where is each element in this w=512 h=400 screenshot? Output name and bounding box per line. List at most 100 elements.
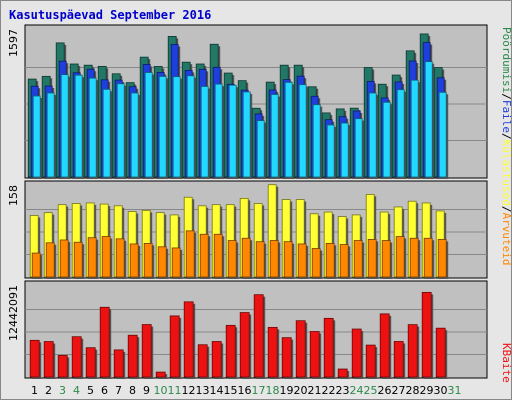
bar-arvuteid bbox=[157, 246, 167, 278]
bar-arvuteid bbox=[59, 239, 69, 278]
x-tick-label: 22 bbox=[322, 384, 336, 397]
bar-lehekulgi bbox=[186, 75, 195, 178]
bar-lehekulgi bbox=[298, 84, 307, 178]
legend-right-top: Pöördumisi/Faile/Külastused/Arvuteid bbox=[500, 27, 511, 265]
bar-arvuteid bbox=[241, 237, 251, 278]
bar-kbaite bbox=[421, 291, 432, 378]
bar-arvuteid bbox=[367, 239, 377, 278]
bar-arvuteid bbox=[185, 230, 195, 278]
bar-kbaite bbox=[253, 294, 264, 378]
bar-lehekulgi bbox=[242, 91, 251, 178]
x-tick-label: 3 bbox=[59, 384, 66, 397]
bar-arvuteid bbox=[395, 236, 405, 278]
bar-kbaite bbox=[99, 306, 110, 378]
bar-arvuteid bbox=[213, 233, 223, 278]
x-tick-label: 29 bbox=[420, 384, 434, 397]
x-tick-label: 5 bbox=[87, 384, 94, 397]
bar-lehekulgi bbox=[256, 120, 265, 178]
legend-entry: Pöördumisi bbox=[500, 27, 511, 93]
bar-arvuteid bbox=[409, 237, 419, 278]
x-tick-label: 31 bbox=[448, 384, 462, 397]
legend-right-bottom: KBaite bbox=[500, 343, 511, 383]
bar-kbaite bbox=[57, 355, 68, 378]
legend-entry: Külastused bbox=[500, 140, 511, 206]
bar-arvuteid bbox=[297, 243, 307, 278]
bar-lehekulgi bbox=[116, 83, 125, 178]
chart-title: Kasutuspäevad September 2016 bbox=[9, 8, 211, 22]
bar-arvuteid bbox=[171, 247, 181, 278]
bar-kbaite bbox=[393, 341, 404, 378]
x-tick-label: 24 bbox=[350, 384, 364, 397]
bar-lehekulgi bbox=[396, 89, 405, 178]
bar-lehekulgi bbox=[368, 92, 377, 178]
bar-kbaite bbox=[309, 331, 320, 378]
x-tick-label: 1 bbox=[31, 384, 38, 397]
bar-arvuteid bbox=[31, 252, 41, 278]
bar-kbaite bbox=[71, 336, 82, 378]
bar-arvuteid bbox=[255, 241, 265, 278]
x-tick-label: 19 bbox=[280, 384, 294, 397]
bar-kbaite bbox=[267, 326, 278, 378]
bar-lehekulgi bbox=[382, 101, 391, 178]
bar-kbaite bbox=[323, 317, 334, 378]
bar-kbaite bbox=[435, 327, 446, 378]
bar-arvuteid bbox=[269, 240, 279, 278]
bar-kbaite bbox=[295, 320, 306, 378]
bar-arvuteid bbox=[45, 242, 55, 278]
bar-arvuteid bbox=[339, 244, 349, 278]
bar-arvuteid bbox=[101, 236, 111, 278]
bar-lehekulgi bbox=[424, 61, 433, 178]
bar-kbaite bbox=[337, 368, 348, 378]
bar-kbaite bbox=[113, 349, 124, 378]
bar-kbaite bbox=[211, 341, 222, 378]
bar-lehekulgi bbox=[130, 92, 139, 178]
bar-arvuteid bbox=[311, 248, 321, 278]
bar-lehekulgi bbox=[74, 74, 83, 178]
bar-kbaite bbox=[197, 344, 208, 378]
x-tick-label: 30 bbox=[434, 384, 448, 397]
bar-arvuteid bbox=[199, 233, 209, 278]
axis-max-label: 12442091 bbox=[7, 285, 20, 341]
x-tick-label: 26 bbox=[378, 384, 392, 397]
x-tick-label: 15 bbox=[224, 384, 238, 397]
x-tick-label: 4 bbox=[73, 384, 80, 397]
bar-arvuteid bbox=[423, 237, 433, 278]
x-tick-label: 23 bbox=[336, 384, 350, 397]
bar-arvuteid bbox=[437, 239, 447, 278]
x-tick-label: 14 bbox=[210, 384, 224, 397]
legend-entry: / bbox=[500, 93, 511, 100]
bar-kbaite bbox=[225, 324, 236, 378]
legend-entry: Faile bbox=[500, 100, 511, 133]
bar-kbaite bbox=[127, 334, 138, 378]
x-tick-label: 8 bbox=[129, 384, 136, 397]
bar-lehekulgi bbox=[200, 86, 209, 178]
legend-entry: Arvuteid bbox=[500, 212, 511, 265]
bar-kbaite bbox=[379, 313, 390, 378]
x-tick-label: 10 bbox=[154, 384, 168, 397]
bar-kbaite bbox=[365, 344, 376, 378]
bar-arvuteid bbox=[129, 243, 139, 278]
x-tick-label: 17 bbox=[252, 384, 266, 397]
bar-arvuteid bbox=[353, 240, 363, 278]
x-tick-label: 6 bbox=[101, 384, 108, 397]
bar-lehekulgi bbox=[158, 76, 167, 178]
bar-lehekulgi bbox=[102, 88, 111, 178]
bar-kbaite bbox=[141, 324, 152, 378]
x-tick-label: 25 bbox=[364, 384, 378, 397]
bar-lehekulgi bbox=[144, 72, 153, 178]
bar-kbaite bbox=[85, 347, 96, 378]
bar-arvuteid bbox=[73, 241, 83, 278]
bar-arvuteid bbox=[381, 240, 391, 278]
bar-kbaite bbox=[43, 341, 54, 378]
x-tick-label: 18 bbox=[266, 384, 280, 397]
axis-max-label: 158 bbox=[7, 185, 20, 206]
bar-kbaite bbox=[351, 328, 362, 378]
bar-lehekulgi bbox=[172, 76, 181, 178]
bar-kbaite bbox=[281, 337, 292, 378]
bar-lehekulgi bbox=[326, 124, 335, 178]
axis-max-label: 1597 bbox=[7, 29, 20, 57]
x-tick-label: 27 bbox=[392, 384, 406, 397]
x-tick-label: 20 bbox=[294, 384, 308, 397]
x-tick-label: 21 bbox=[308, 384, 322, 397]
